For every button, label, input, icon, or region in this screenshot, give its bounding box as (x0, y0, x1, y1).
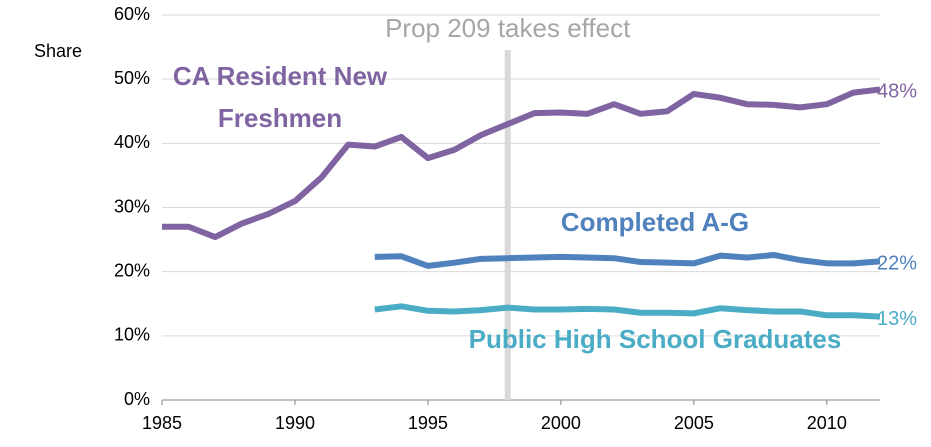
y-axis-label: Share (34, 41, 82, 61)
series-line (374, 303, 881, 320)
y-tick-label: 10% (114, 325, 150, 345)
series-label: CA Resident New Freshmen (172, 61, 388, 133)
y-tick-label: 20% (114, 260, 150, 280)
series-line (374, 251, 881, 269)
y-tick-label: 50% (114, 68, 150, 88)
end-label: 13% (877, 308, 917, 330)
y-tick-label: 0% (124, 389, 150, 409)
x-tick-label: 2010 (807, 413, 847, 433)
event-label: Prop 209 takes effect (385, 13, 631, 43)
series-line (162, 86, 881, 241)
x-tick-label: 1990 (275, 413, 315, 433)
end-label: 22% (877, 253, 917, 275)
x-tick-label: 1995 (408, 413, 448, 433)
x-tick-label: 1985 (142, 413, 182, 433)
end-label: 48% (877, 81, 917, 103)
x-tick-label: 2000 (541, 413, 581, 433)
series-label: Completed A-G (560, 207, 750, 237)
y-tick-label: 60% (114, 4, 150, 24)
x-tick-label: 2005 (674, 413, 714, 433)
y-tick-label: 40% (114, 132, 150, 152)
y-tick-label: 30% (114, 196, 150, 216)
series-label: Public High School Graduates (468, 324, 842, 354)
